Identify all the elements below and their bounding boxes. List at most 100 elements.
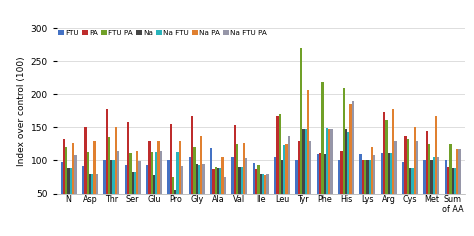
Bar <box>193 147 196 227</box>
Bar <box>394 141 397 227</box>
Bar <box>452 169 454 227</box>
Bar <box>456 149 458 227</box>
Bar <box>309 141 311 227</box>
Bar <box>231 157 234 227</box>
Bar <box>191 116 193 227</box>
Bar <box>369 160 371 227</box>
Bar <box>411 169 413 227</box>
Bar <box>245 158 247 227</box>
Bar <box>74 155 77 227</box>
Bar <box>274 157 276 227</box>
Bar <box>112 160 115 227</box>
Bar <box>279 114 281 227</box>
Bar <box>134 172 136 227</box>
Bar <box>172 177 174 227</box>
Bar <box>253 163 255 227</box>
Bar <box>234 126 236 227</box>
Bar <box>240 167 243 227</box>
Bar <box>390 152 392 227</box>
Bar <box>115 127 117 227</box>
Bar <box>430 160 433 227</box>
Bar <box>445 160 447 227</box>
Bar <box>433 156 435 227</box>
Bar <box>321 82 324 227</box>
Bar <box>359 154 362 227</box>
Bar <box>300 48 302 227</box>
Bar <box>138 161 141 227</box>
Bar <box>307 90 309 227</box>
Bar <box>383 112 385 227</box>
Bar <box>255 169 257 227</box>
Bar <box>174 190 176 227</box>
Bar <box>458 149 461 227</box>
Bar <box>84 127 87 227</box>
Bar <box>349 104 352 227</box>
Bar <box>330 129 333 227</box>
Bar <box>219 168 221 227</box>
Bar <box>347 132 349 227</box>
Bar <box>340 151 343 227</box>
Bar <box>170 124 172 227</box>
Bar <box>221 156 224 227</box>
Bar <box>215 167 217 227</box>
Bar <box>281 160 283 227</box>
Bar <box>262 174 264 227</box>
Bar <box>72 143 74 227</box>
Bar <box>198 165 200 227</box>
Bar <box>276 116 279 227</box>
Bar <box>151 152 153 227</box>
Bar <box>127 122 129 227</box>
Bar <box>317 154 319 227</box>
Bar <box>264 175 266 227</box>
Bar <box>131 172 134 227</box>
Bar <box>413 127 416 227</box>
Bar <box>362 160 364 227</box>
Bar <box>437 156 439 227</box>
Bar <box>108 137 110 227</box>
Bar <box>96 174 98 227</box>
Bar <box>343 88 345 227</box>
Bar <box>304 129 307 227</box>
Bar <box>202 164 205 227</box>
Bar <box>260 174 262 227</box>
Bar <box>435 116 437 227</box>
Bar <box>200 136 202 227</box>
Bar <box>157 141 160 227</box>
Bar <box>110 160 112 227</box>
Bar <box>257 165 260 227</box>
Bar <box>176 152 179 227</box>
Bar <box>153 175 155 227</box>
Bar <box>283 145 285 227</box>
Bar <box>93 141 96 227</box>
Bar <box>407 139 409 227</box>
Bar <box>373 155 375 227</box>
Bar <box>210 148 212 227</box>
Bar <box>328 129 330 227</box>
Bar <box>388 152 390 227</box>
Bar <box>148 141 151 227</box>
Bar <box>146 165 148 227</box>
Bar <box>129 153 131 227</box>
Bar <box>428 144 430 227</box>
Bar <box>189 157 191 227</box>
Bar <box>238 167 240 227</box>
Bar <box>416 141 418 227</box>
Bar <box>447 167 449 227</box>
Bar <box>366 160 369 227</box>
Bar <box>91 174 93 227</box>
Bar <box>295 160 298 227</box>
Bar <box>125 165 127 227</box>
Bar <box>217 168 219 227</box>
Bar <box>402 162 404 227</box>
Bar <box>136 151 138 227</box>
Bar <box>65 147 67 227</box>
Bar <box>338 160 340 227</box>
Bar <box>404 136 407 227</box>
Bar <box>381 152 383 227</box>
Bar <box>371 147 373 227</box>
Bar <box>285 144 288 227</box>
Bar <box>352 101 354 227</box>
Bar <box>423 160 426 227</box>
Bar <box>449 144 452 227</box>
Bar <box>324 154 326 227</box>
